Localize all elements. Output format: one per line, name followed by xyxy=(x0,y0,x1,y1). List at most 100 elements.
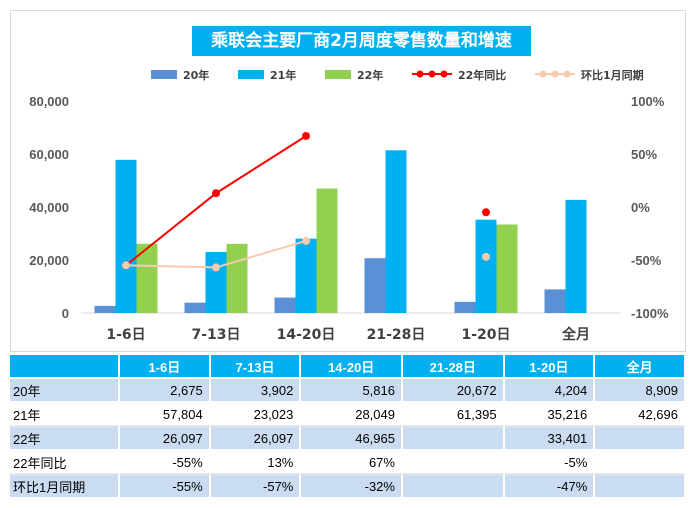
x-tick-label: 7-13日 xyxy=(191,327,240,343)
y-left-tick-label: 80,000 xyxy=(29,94,69,109)
table-cell: -5% xyxy=(504,451,596,475)
x-tick-label: 21-28日 xyxy=(367,327,426,343)
series-point-1 xyxy=(212,189,220,198)
table-cell: 5,816 xyxy=(301,379,403,403)
table-row: 22年 26,097 26,097 46,965 33,401 xyxy=(10,427,686,451)
series-point-1 xyxy=(482,208,490,217)
chart-title: 乘联会主要厂商2月周度零售数量和增速 xyxy=(192,26,531,56)
row-label: 21年 xyxy=(10,403,120,427)
table-row: 22年同比 -55% 13% 67% -5% xyxy=(10,451,686,475)
legend-entry: 环比1月同期 xyxy=(581,68,644,82)
legend-swatch xyxy=(428,70,436,78)
table-cell xyxy=(595,427,686,451)
y-left-tick-label: 0 xyxy=(62,306,69,321)
series-point-2 xyxy=(482,252,490,261)
y-right-tick-label: -50% xyxy=(631,253,662,268)
row-label: 22年同比 xyxy=(10,451,120,475)
legend-entry: 22年 xyxy=(357,68,383,82)
table-cell: 33,401 xyxy=(504,427,596,451)
legend-swatch xyxy=(416,70,424,78)
legend-entry: 20年 xyxy=(183,68,209,82)
bar-2 xyxy=(295,238,317,313)
table-cell: 28,049 xyxy=(301,403,403,427)
y-left-tick-label: 20,000 xyxy=(29,253,69,268)
bar-2 xyxy=(475,219,497,313)
bar-1 xyxy=(274,297,296,313)
bar-1 xyxy=(184,302,206,313)
legend-swatch xyxy=(551,70,559,78)
legend-entry: 22年同比 xyxy=(458,68,506,82)
table-cell: 61,395 xyxy=(402,403,505,427)
y-right-tick-label: -100% xyxy=(631,306,669,321)
bar-3 xyxy=(496,224,518,313)
bar-2 xyxy=(565,199,587,313)
table-header-corner xyxy=(10,355,120,379)
row-label: 20年 xyxy=(10,379,120,403)
table-cell: 42,696 xyxy=(595,403,686,427)
x-tick-label: 1-20日 xyxy=(461,327,510,343)
table-header-cell: 14-20日 xyxy=(301,355,403,379)
table-row: 20年 2,675 3,902 5,816 20,672 4,204 8,909 xyxy=(10,379,686,403)
table-cell: 26,097 xyxy=(210,427,302,451)
bar-3 xyxy=(226,243,248,313)
table-cell: 35,216 xyxy=(504,403,596,427)
row-label: 环比1月同期 xyxy=(10,475,120,499)
table-cell: -32% xyxy=(301,475,403,499)
table-cell: 23,023 xyxy=(210,403,302,427)
bar-2 xyxy=(385,150,407,313)
bar-3 xyxy=(136,243,158,313)
data-table: 1-6日 7-13日 14-20日 21-28日 1-20日 全月 20年 2,… xyxy=(10,355,686,499)
bar-2 xyxy=(115,159,137,313)
table-cell: -57% xyxy=(210,475,302,499)
series-point-2 xyxy=(122,261,130,270)
table-header-cell: 1-6日 xyxy=(120,355,211,379)
series-point-1 xyxy=(302,131,310,140)
chart-panel: 乘联会主要厂商2月周度零售数量和增速 0 20,000 40,000 60,000 80… xyxy=(10,10,686,352)
table-cell: 20,672 xyxy=(402,379,505,403)
bar-2 xyxy=(205,251,227,313)
table-cell: 46,965 xyxy=(301,427,403,451)
table-cell: 4,204 xyxy=(504,379,596,403)
legend-swatch xyxy=(325,70,351,79)
series-point-2 xyxy=(212,263,220,272)
table-cell xyxy=(402,475,505,499)
table-cell: 13% xyxy=(210,451,302,475)
table-cell: 3,902 xyxy=(210,379,302,403)
bar-1 xyxy=(454,301,476,313)
y-right-tick-label: 50% xyxy=(631,147,657,162)
legend-swatch xyxy=(440,70,448,78)
table-cell: -55% xyxy=(120,451,211,475)
table-header-cell: 7-13日 xyxy=(210,355,302,379)
table-header-row: 1-6日 7-13日 14-20日 21-28日 1-20日 全月 xyxy=(10,355,686,379)
legend-entry: 21年 xyxy=(270,68,296,82)
bar-1 xyxy=(364,258,386,313)
x-tick-label: 1-6日 xyxy=(106,327,145,343)
legend-swatch xyxy=(238,70,264,79)
table-cell xyxy=(595,451,686,475)
table-row: 21年 57,804 23,023 28,049 61,395 35,216 4… xyxy=(10,403,686,427)
bar-1 xyxy=(544,289,566,313)
y-left-tick-label: 60,000 xyxy=(29,147,69,162)
table-cell xyxy=(402,451,505,475)
y-right-tick-label: 100% xyxy=(631,94,665,109)
legend-swatch xyxy=(563,70,571,78)
legend-swatch xyxy=(151,70,177,79)
table-cell: 67% xyxy=(301,451,403,475)
bar-1 xyxy=(94,305,116,313)
table-header-cell: 全月 xyxy=(595,355,686,379)
bar-3 xyxy=(316,188,338,313)
series-point-2 xyxy=(302,236,310,245)
table-header-cell: 21-28日 xyxy=(402,355,505,379)
table-cell: 26,097 xyxy=(120,427,211,451)
table-cell: 8,909 xyxy=(595,379,686,403)
row-label: 22年 xyxy=(10,427,120,451)
table-cell: 2,675 xyxy=(120,379,211,403)
chart-svg: 0 20,000 40,000 60,000 80,000 -100% -50% 0% 50% 1… xyxy=(29,68,669,343)
x-tick-label: 14-20日 xyxy=(277,327,336,343)
y-left-tick-label: 40,000 xyxy=(29,200,69,215)
y-right-tick-label: 0% xyxy=(631,200,650,215)
table-cell: -55% xyxy=(120,475,211,499)
table-cell: 57,804 xyxy=(120,403,211,427)
table-row: 环比1月同期 -55% -57% -32% -47% xyxy=(10,475,686,499)
table-header-cell: 1-20日 xyxy=(504,355,596,379)
